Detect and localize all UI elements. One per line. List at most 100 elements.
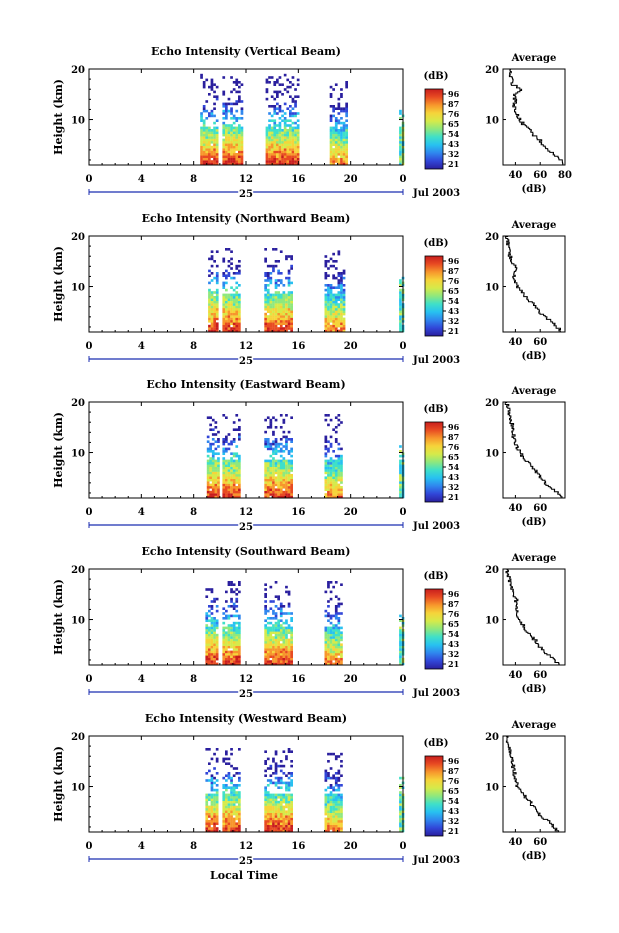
- heatmap-cell: [285, 459, 288, 463]
- heatmap-cell: [340, 638, 343, 642]
- heatmap-cell: [210, 600, 214, 603]
- heatmap-cell: [238, 617, 241, 620]
- avg-frame: [502, 401, 566, 499]
- heatmap-cell: [222, 784, 226, 787]
- heatmap-cell: [334, 459, 338, 463]
- heatmap-cell: [329, 442, 333, 446]
- heatmap-cell: [327, 822, 330, 825]
- heatmap-cell: [206, 481, 210, 484]
- heatmap-cell: [327, 317, 330, 321]
- heatmap-cell: [238, 100, 241, 103]
- heatmap-cell: [329, 488, 333, 491]
- heatmap-cell: [281, 162, 284, 166]
- heatmap-cell: [274, 776, 278, 780]
- heatmap-cell: [291, 112, 295, 115]
- heatmap-cell: [283, 141, 287, 144]
- heatmap-cell: [206, 490, 210, 494]
- heatmap-cell: [264, 490, 267, 494]
- heatmap-cell: [324, 626, 328, 630]
- heatmap-cell: [332, 643, 335, 646]
- heatmap-cell: [235, 83, 239, 86]
- heatmap-cell: [266, 638, 270, 642]
- heatmap-cell: [342, 124, 346, 127]
- colorbar-tick-label: 87: [448, 766, 459, 776]
- heatmap-cell: [273, 107, 277, 110]
- heatmap-cell: [290, 820, 293, 823]
- heatmap-cell: [327, 612, 330, 615]
- heatmap-cell: [230, 786, 233, 789]
- heatmap-cell: [215, 605, 219, 608]
- heatmap-cell: [282, 772, 286, 775]
- heatmap-cell: [334, 148, 338, 151]
- heatmap-cell: [225, 600, 228, 603]
- plot-frame: [88, 735, 404, 833]
- heatmap-cell: [208, 605, 211, 608]
- heatmap-cell: [285, 781, 288, 785]
- heatmap-cell: [269, 781, 273, 785]
- heatmap-cell: [282, 633, 286, 637]
- heatmap-cell: [279, 650, 283, 654]
- heatmap-cell: [334, 798, 338, 801]
- heatmap-cell: [273, 143, 277, 146]
- heatmap-cell: [225, 810, 228, 813]
- heatmap-cell: [230, 141, 233, 144]
- heatmap-cell: [227, 662, 231, 666]
- heatmap-cell: [210, 298, 214, 301]
- heatmap-cell: [327, 474, 330, 477]
- heatmap-cell: [273, 155, 277, 158]
- heatmap-cell: [227, 495, 231, 499]
- heatmap-cell: [214, 469, 218, 472]
- heatmap-cell: [281, 138, 284, 142]
- heatmap-cell: [277, 476, 280, 479]
- heatmap-cell: [332, 298, 335, 301]
- heatmap-cell: [327, 772, 330, 775]
- heatmap-cell: [264, 248, 267, 251]
- heatmap-cell: [332, 274, 335, 277]
- heatmap-cell: [232, 308, 236, 311]
- heatmap-cell: [232, 153, 236, 156]
- heatmap-cell: [238, 459, 241, 463]
- heatmap-cell: [208, 633, 211, 637]
- heatmap-cell: [269, 300, 273, 304]
- heatmap-cell: [290, 267, 293, 270]
- heatmap-cell: [285, 462, 288, 465]
- heatmap-cell: [235, 600, 239, 603]
- heatmap-cell: [274, 481, 278, 484]
- heatmap-cell: [290, 798, 293, 801]
- heatmap-cell: [286, 119, 290, 122]
- heatmap-cell: [327, 660, 330, 663]
- heatmap-cell: [279, 815, 283, 818]
- heatmap-cell: [334, 614, 338, 618]
- heatmap-cell: [337, 97, 341, 101]
- heatmap-cell: [282, 486, 286, 489]
- heatmap-cell: [206, 447, 210, 451]
- heatmap-cell: [329, 312, 333, 316]
- heatmap-cell: [269, 600, 273, 603]
- heatmap-cell: [205, 145, 209, 149]
- heatmap-cell: [342, 293, 346, 297]
- heatmap-cell: [230, 107, 233, 110]
- heatmap-cell: [268, 148, 271, 151]
- heatmap-cell: [272, 442, 275, 446]
- heatmap-cell: [210, 160, 214, 163]
- heatmap-cell: [334, 121, 338, 125]
- heatmap-cell: [332, 317, 335, 321]
- heatmap-cell: [264, 650, 267, 654]
- colorbar: [424, 88, 444, 170]
- heatmap-cell: [238, 827, 241, 830]
- heatmap-cell: [225, 650, 228, 654]
- heatmap-cell: [289, 143, 292, 146]
- heatmap-cell: [340, 157, 343, 161]
- heatmap-cell: [272, 641, 275, 644]
- heatmap-cell: [235, 478, 239, 482]
- heatmap-cell: [213, 327, 216, 330]
- heatmap-cell: [334, 117, 338, 120]
- heatmap-cell: [227, 798, 231, 801]
- heatmap-cell: [264, 648, 267, 651]
- heatmap-cell: [274, 633, 278, 637]
- heatmap-cell: [285, 829, 288, 833]
- heatmap-cell: [332, 752, 335, 756]
- heatmap-cell: [296, 148, 300, 151]
- y-tick-label: 20: [71, 398, 85, 409]
- heatmap-cell: [324, 300, 328, 304]
